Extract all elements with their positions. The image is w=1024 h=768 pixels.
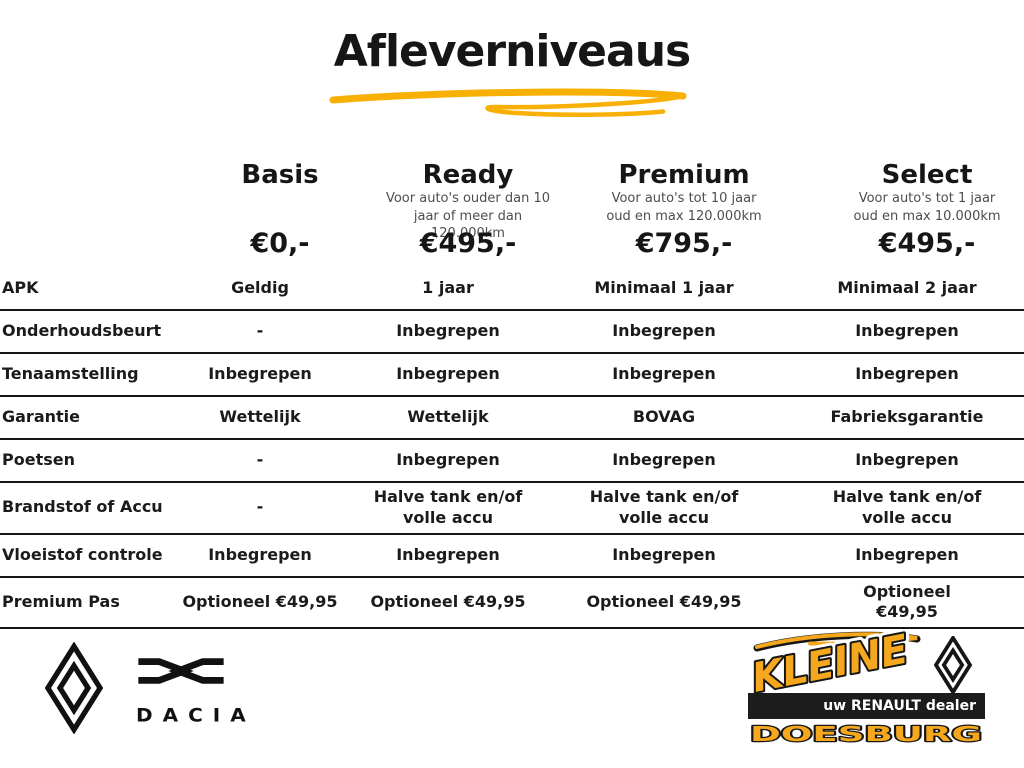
row-label: Poetsen — [2, 450, 75, 470]
plan-price: €795,- — [635, 228, 733, 259]
table-row: Poetsen - Inbegrepen Inbegrepen Inbegrepen — [0, 440, 1024, 483]
row-label: Premium Pas — [2, 591, 120, 611]
row-value: Halve tank en/of volle accu — [373, 487, 523, 527]
row-value: - — [256, 321, 264, 341]
dealer-name-lettering: KLEINE KLEINE — [745, 630, 921, 707]
row-value: Inbegrepen — [855, 450, 959, 470]
plan-basis: Basis €0,- — [185, 160, 375, 260]
renault-diamond-icon — [933, 636, 973, 694]
row-value: Minimaal 2 jaar — [837, 278, 977, 298]
row-value: Inbegrepen — [612, 364, 716, 384]
plan-name: Select — [881, 160, 973, 190]
row-value: Halve tank en/of volle accu — [589, 487, 739, 527]
row-value: Optioneel €49,95 — [370, 591, 526, 611]
row-label: Onderhoudsbeurt — [2, 321, 162, 341]
plan-subtitle — [185, 190, 375, 228]
row-value: Fabrieksgarantie — [830, 407, 984, 427]
row-value: Wettelijk — [407, 407, 489, 427]
dealer-tagline: uw RENAULT dealer — [823, 698, 976, 714]
plan-name: Premium — [618, 160, 750, 190]
row-value: - — [256, 497, 264, 517]
renault-logo-icon — [45, 642, 103, 734]
comparison-table: APK Geldig 1 jaar Minimaal 1 jaar Minimaal 2… — [0, 268, 1024, 630]
row-value: Inbegrepen — [855, 364, 959, 384]
plan-premium: Premium Voor auto's tot 10 jaar oud en ma… — [575, 160, 803, 260]
plan-price: €495,- — [419, 228, 517, 259]
table-row: Onderhoudsbeurt - Inbegrepen Inbegrepen Inbe… — [0, 311, 1024, 354]
row-value: Inbegrepen — [612, 321, 716, 341]
plan-select: Select Voor auto's tot 1 jaar oud en max … — [803, 160, 1004, 260]
table-row: Premium Pas Optioneel €49,95 Optioneel €49… — [0, 578, 1024, 630]
row-label: Brandstof of Accu — [2, 497, 163, 517]
plan-subtitle: Voor auto's ouder dan 10 jaar of meer da… — [385, 191, 551, 242]
row-value: Optioneel €49,95 — [182, 591, 338, 611]
row-value: Inbegrepen — [612, 450, 716, 470]
plan-name: Basis — [241, 160, 319, 190]
row-value: Inbegrepen — [396, 544, 500, 564]
row-value: Inbegrepen — [396, 364, 500, 384]
row-label: Tenaamstelling — [2, 364, 139, 384]
plans-header: Basis €0,- Ready Voor auto's ouder dan 10 j… — [20, 160, 1004, 260]
row-label: Garantie — [2, 407, 80, 427]
plan-price: €495,- — [878, 228, 976, 259]
plan-subtitle: Voor auto's tot 10 jaar oud en max 120.0… — [606, 191, 762, 224]
table-row: Garantie Wettelijk Wettelijk BOVAG Fabrieksg… — [0, 397, 1024, 440]
row-label: Vloeistof controle — [2, 544, 163, 564]
dacia-emblem-icon — [138, 658, 224, 684]
row-value: BOVAG — [632, 407, 696, 427]
row-value: 1 jaar — [422, 278, 474, 298]
row-value: Geldig — [231, 278, 289, 298]
row-value: - — [256, 450, 264, 470]
plan-subtitle: Voor auto's tot 1 jaar oud en max 10.000… — [853, 191, 1001, 224]
dealer-logo: KLEINE KLEINE uw RENAULT dealer DOESBURG — [745, 630, 995, 752]
row-value: Inbegrepen — [396, 321, 500, 341]
plan-price: €0,- — [250, 228, 310, 259]
row-value: Inbegrepen — [208, 544, 312, 564]
row-value: Inbegrepen — [396, 450, 500, 470]
row-value: Inbegrepen — [855, 544, 959, 564]
page-title: Afleverniveaus — [333, 26, 691, 77]
table-row: Vloeistof controle Inbegrepen Inbegrepen In… — [0, 535, 1024, 578]
table-row: APK Geldig 1 jaar Minimaal 1 jaar Minimaal 2… — [0, 268, 1024, 311]
title-underline-swoosh-icon — [329, 88, 687, 117]
row-value: Optioneel €49,95 — [586, 591, 742, 611]
row-value: Inbegrepen — [855, 321, 959, 341]
table-row: Tenaamstelling Inbegrepen Inbegrepen Inbegr… — [0, 354, 1024, 397]
plan-name: Ready — [422, 160, 514, 190]
dealer-tagline-bar: uw RENAULT dealer — [748, 693, 985, 719]
row-label: APK — [2, 278, 39, 298]
row-value: Halve tank en/of volle accu — [832, 487, 982, 527]
dacia-logo: DACIA — [126, 656, 256, 727]
dealer-city-lettering: DOESBURG — [749, 721, 983, 747]
row-value: Optioneel €49,95 — [863, 581, 951, 622]
dacia-wordmark: DACIA — [136, 703, 256, 727]
plans-header-spacer — [20, 160, 185, 260]
row-value: Inbegrepen — [208, 364, 312, 384]
row-value: Minimaal 1 jaar — [594, 278, 734, 298]
dealer-city: DOESBURG — [750, 722, 982, 746]
table-row: Brandstof of Accu - Halve tank en/of volle… — [0, 483, 1024, 535]
row-value: Inbegrepen — [612, 544, 716, 564]
plan-ready: Ready Voor auto's ouder dan 10 jaar of me… — [375, 160, 575, 260]
row-value: Wettelijk — [219, 407, 301, 427]
